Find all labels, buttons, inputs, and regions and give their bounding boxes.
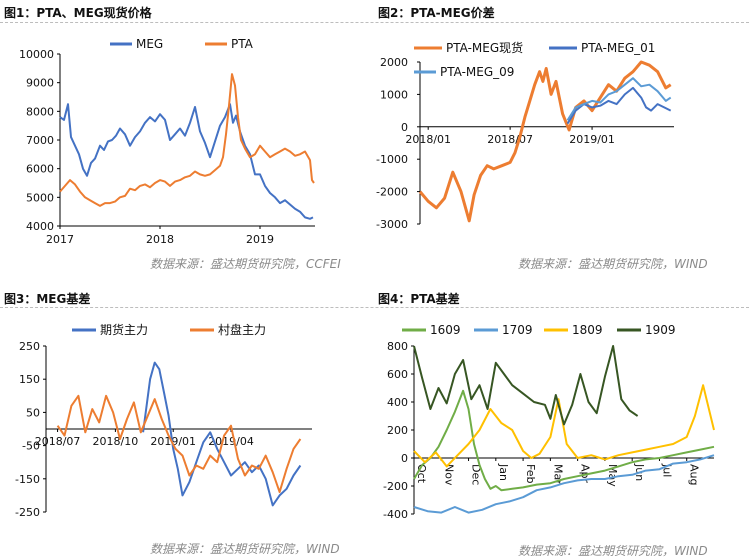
y-tick-label: -50 (22, 440, 40, 453)
series-line-PTA-MEG_01 (566, 86, 672, 125)
y-tick-label: 400 (387, 396, 408, 409)
y-tick-label: -3000 (376, 218, 408, 231)
y-tick-label: 1000 (380, 88, 408, 101)
series-line-MEG (59, 103, 314, 220)
legend-label: MEG (136, 37, 163, 51)
fig4-title: 图4：PTA基差 (378, 292, 460, 306)
title-separator-bottom (0, 307, 749, 308)
legend-label: 1609 (430, 323, 461, 337)
y-tick-label: 4000 (26, 220, 54, 233)
x-tick-label: 2018/07 (35, 435, 81, 448)
y-tick-label: 8000 (26, 105, 54, 118)
legend-label: 1709 (502, 323, 533, 337)
fig2-source: 数据来源：盛达期货研究院，WIND (518, 257, 708, 271)
series-line-期货主力 (142, 361, 302, 507)
y-tick-label: 50 (26, 406, 40, 419)
y-tick-label: 10000 (19, 48, 54, 61)
fig1-title: 图1：PTA、MEG现货价格 (4, 6, 152, 20)
legend-label: 1909 (645, 323, 676, 337)
y-tick-label: 800 (387, 340, 408, 353)
y-tick-label: -400 (383, 508, 408, 521)
fig1-source: 数据来源：盛达期货研究院，CCFEI (150, 257, 341, 271)
y-tick-label: 5000 (26, 191, 54, 204)
y-tick-label: 600 (387, 368, 408, 381)
y-tick-label: 0 (401, 121, 408, 134)
y-tick-label: 150 (19, 373, 40, 386)
legend-label: PTA (231, 37, 254, 51)
x-tick-label: Jan (497, 463, 510, 481)
x-tick-label: 2018/10 (93, 435, 139, 448)
x-tick-label: 2019/04 (208, 435, 254, 448)
y-tick-label: 0 (401, 452, 408, 465)
legend-label: 期货主力 (100, 322, 148, 337)
x-tick-label: Nov (442, 464, 455, 486)
x-tick-label: Oct (415, 464, 428, 484)
y-tick-label: 6000 (26, 163, 54, 176)
fig2-chart: -3000 -2000 -1000 0 1000 2000 2018/01 2018/07 20… (376, 40, 674, 231)
x-tick-label: 2018 (146, 233, 174, 246)
x-tick-label: Feb (524, 464, 537, 483)
y-tick-label: 250 (19, 340, 40, 353)
series-line-1609 (413, 389, 715, 492)
x-tick-label: Aug (688, 464, 701, 485)
fig4-source: 数据来源：盛达期货研究院，WIND (518, 544, 708, 558)
x-tick-label: 2019 (246, 233, 274, 246)
x-tick-label: 2019/01 (569, 133, 615, 146)
y-tick-label: 7000 (26, 134, 54, 147)
series-line-PTA-MEG现货 (418, 60, 672, 223)
y-tick-label: -150 (15, 473, 40, 486)
series-line-1709 (413, 454, 715, 514)
series-line-1909 (413, 345, 639, 426)
legend-label: PTA-MEG现货 (446, 40, 523, 55)
y-tick-label: -1000 (376, 153, 408, 166)
y-tick-label: 2000 (380, 56, 408, 69)
series-line-村盘主力 (56, 394, 302, 494)
y-tick-label: -200 (383, 480, 408, 493)
x-tick-label: 2018/07 (487, 133, 533, 146)
y-tick-label: 9000 (26, 77, 54, 90)
y-tick-label: -2000 (376, 186, 408, 199)
legend-label: 村盘主力 (218, 322, 266, 337)
title-separator-top (0, 22, 749, 23)
fig2-title: 图2：PTA-MEG价差 (378, 6, 495, 20)
fig3-chart: -250 -150 -50 50 150 250 2018/07 2018/10 2019/01… (15, 322, 312, 519)
fig1-chart: 4000 5000 6000 7000 8000 9000 10000 2017 2018 201… (19, 37, 315, 246)
series-line-1809 (413, 384, 715, 468)
x-tick-label: 2019/01 (150, 435, 196, 448)
series-line-PTA (59, 73, 315, 207)
y-tick-label: 200 (387, 424, 408, 437)
fig3-source: 数据来源：盛达期货研究院，WIND (150, 542, 340, 556)
x-tick-label: 2018/01 (405, 133, 451, 146)
legend-label: PTA-MEG_09 (440, 65, 514, 79)
x-tick-label: 2017 (46, 233, 74, 246)
legend-label: PTA-MEG_01 (581, 41, 655, 55)
fig3-title: 图3：MEG基差 (4, 292, 91, 306)
legend-label: 1809 (572, 323, 603, 337)
x-tick-label: Dec (470, 464, 483, 485)
y-tick-label: -250 (15, 506, 40, 519)
series-line-PTA-MEG_09 (566, 77, 672, 121)
